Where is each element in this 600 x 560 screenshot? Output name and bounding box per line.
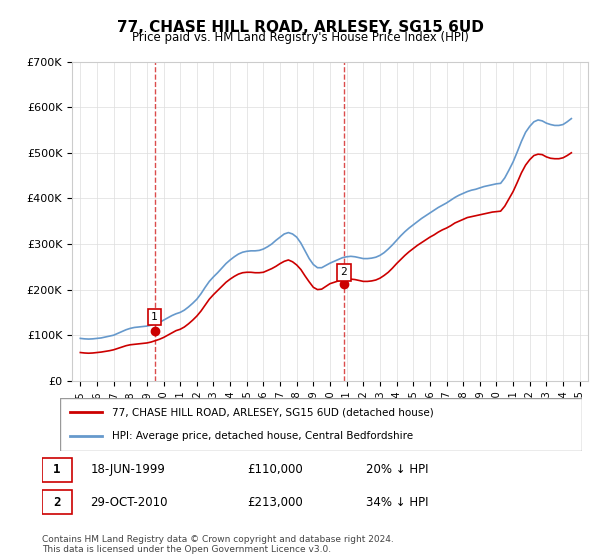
Text: 2: 2 (53, 496, 61, 508)
Text: 1: 1 (151, 312, 158, 322)
Text: 18-JUN-1999: 18-JUN-1999 (91, 464, 166, 477)
Text: HPI: Average price, detached house, Central Bedfordshire: HPI: Average price, detached house, Cent… (112, 431, 413, 441)
Text: 77, CHASE HILL ROAD, ARLESEY, SG15 6UD (detached house): 77, CHASE HILL ROAD, ARLESEY, SG15 6UD (… (112, 408, 434, 418)
Text: £110,000: £110,000 (247, 464, 303, 477)
Text: 1: 1 (53, 464, 61, 477)
FancyBboxPatch shape (42, 458, 72, 482)
Text: 77, CHASE HILL ROAD, ARLESEY, SG15 6UD: 77, CHASE HILL ROAD, ARLESEY, SG15 6UD (116, 20, 484, 35)
Text: 2: 2 (340, 267, 347, 277)
Text: 34% ↓ HPI: 34% ↓ HPI (366, 496, 428, 508)
Text: 20% ↓ HPI: 20% ↓ HPI (366, 464, 428, 477)
Text: Price paid vs. HM Land Registry's House Price Index (HPI): Price paid vs. HM Land Registry's House … (131, 31, 469, 44)
FancyBboxPatch shape (60, 398, 582, 451)
Text: £213,000: £213,000 (247, 496, 303, 508)
Text: 29-OCT-2010: 29-OCT-2010 (91, 496, 168, 508)
FancyBboxPatch shape (42, 490, 72, 514)
Text: Contains HM Land Registry data © Crown copyright and database right 2024.
This d: Contains HM Land Registry data © Crown c… (42, 535, 394, 554)
